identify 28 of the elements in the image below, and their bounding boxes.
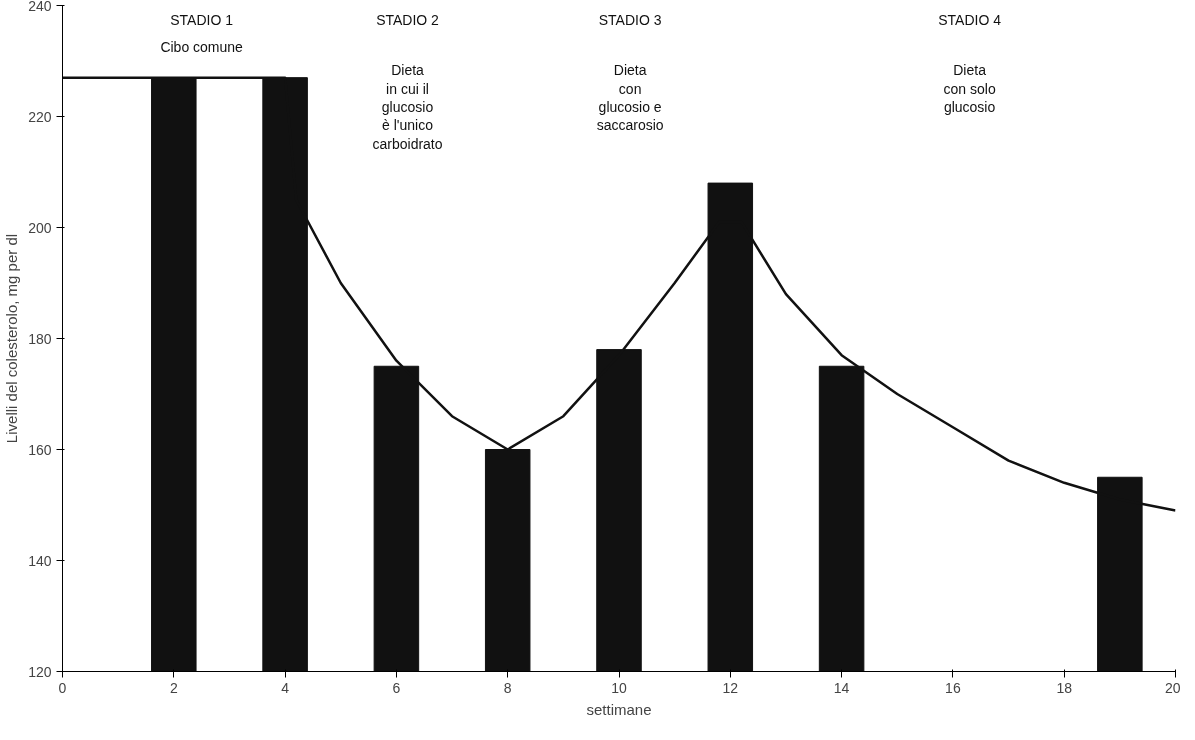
- annotation: Dieta con solo glucosio: [943, 62, 996, 115]
- annotation: STADIO 3: [598, 12, 662, 29]
- y-tick-label: 200: [28, 219, 52, 236]
- x-tick-label: 8: [503, 679, 512, 696]
- y-tick-label: 240: [28, 0, 52, 14]
- x-tick-label: 20: [1164, 679, 1181, 696]
- y-tick-label: 160: [28, 441, 52, 458]
- annotation: STADIO 2: [376, 12, 440, 29]
- y-tick-label: 220: [28, 108, 52, 125]
- annotation: Cibo comune: [160, 38, 244, 55]
- annotation: STADIO 1: [170, 12, 234, 29]
- annotation: Dieta in cui il glucosio è l'unico carboidrato: [372, 62, 443, 152]
- annotation: Dieta con glucosio e saccarosio: [596, 62, 664, 134]
- x-tick-label: 0: [58, 679, 67, 696]
- x-axis-title: settimane: [586, 700, 652, 718]
- x-tick-label: 18: [1056, 679, 1073, 696]
- x-tick-label: 12: [722, 679, 739, 696]
- x-tick-label: 10: [611, 679, 627, 696]
- y-tick-label: 180: [28, 330, 52, 347]
- x-tick-label: 4: [281, 679, 290, 696]
- y-axis-title: Livelli del colesterolo, mg per dl: [3, 233, 21, 444]
- annotation: STADIO 4: [938, 12, 1002, 29]
- x-tick-label: 16: [945, 679, 961, 696]
- x-tick-label: 6: [392, 679, 401, 696]
- x-tick-label: 14: [833, 679, 850, 696]
- y-tick-label: 140: [28, 552, 52, 569]
- x-tick-label: 2: [169, 679, 178, 696]
- y-tick-label: 120: [28, 663, 52, 680]
